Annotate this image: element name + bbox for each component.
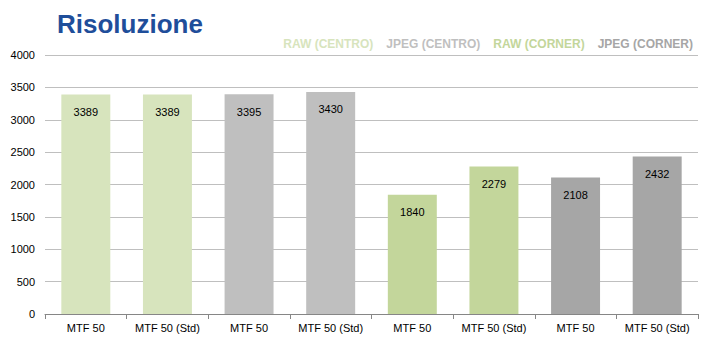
svg-text:3389: 3389 xyxy=(74,106,98,118)
svg-text:2279: 2279 xyxy=(482,178,506,190)
svg-text:1840: 1840 xyxy=(400,206,424,218)
svg-text:MTF 50 (Std): MTF 50 (Std) xyxy=(135,322,200,334)
svg-text:3430: 3430 xyxy=(318,103,342,115)
svg-text:4000: 4000 xyxy=(11,49,35,61)
svg-text:MTF 50 (Std): MTF 50 (Std) xyxy=(298,322,363,334)
svg-text:JPEG (CORNER): JPEG (CORNER) xyxy=(598,37,693,51)
svg-text:JPEG (CENTRO): JPEG (CENTRO) xyxy=(386,37,480,51)
svg-text:RAW (CENTRO): RAW (CENTRO) xyxy=(283,37,373,51)
svg-text:2000: 2000 xyxy=(11,179,35,191)
svg-text:MTF 50 (Std): MTF 50 (Std) xyxy=(625,322,690,334)
svg-text:2500: 2500 xyxy=(11,146,35,158)
svg-text:3395: 3395 xyxy=(237,106,261,118)
svg-text:RAW (CORNER): RAW (CORNER) xyxy=(493,37,584,51)
svg-text:MTF 50 (Std): MTF 50 (Std) xyxy=(462,322,527,334)
svg-text:3500: 3500 xyxy=(11,81,35,93)
svg-text:1000: 1000 xyxy=(11,243,35,255)
svg-text:0: 0 xyxy=(29,308,35,320)
svg-text:1500: 1500 xyxy=(11,211,35,223)
svg-text:2432: 2432 xyxy=(645,168,669,180)
svg-text:3389: 3389 xyxy=(155,106,179,118)
svg-text:2108: 2108 xyxy=(563,189,587,201)
svg-text:3000: 3000 xyxy=(11,114,35,126)
svg-text:MTF 50: MTF 50 xyxy=(557,322,595,334)
svg-text:MTF 50: MTF 50 xyxy=(230,322,268,334)
svg-text:Risoluzione: Risoluzione xyxy=(57,9,203,39)
svg-text:500: 500 xyxy=(17,276,35,288)
svg-text:MTF 50: MTF 50 xyxy=(67,322,105,334)
svg-text:MTF 50: MTF 50 xyxy=(393,322,431,334)
